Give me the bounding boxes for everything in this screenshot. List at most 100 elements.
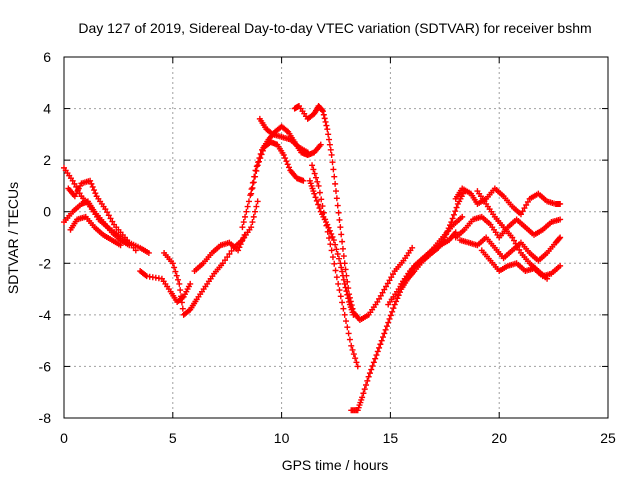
data-point <box>363 381 370 388</box>
data-point <box>452 208 459 215</box>
data-point <box>521 205 528 212</box>
data-point <box>336 216 343 223</box>
data-point <box>69 177 76 184</box>
data-point <box>340 305 347 312</box>
y-tick-label: 2 <box>43 152 51 168</box>
data-point <box>393 298 400 305</box>
data-point <box>284 161 291 168</box>
data-point <box>321 115 328 122</box>
data-point <box>331 173 338 180</box>
series-track-u <box>474 188 551 282</box>
data-point <box>339 272 346 279</box>
data-point <box>252 208 259 215</box>
data-point <box>352 355 359 362</box>
series-track-m <box>309 162 361 370</box>
data-point <box>177 287 184 294</box>
data-point <box>325 131 332 138</box>
data-point <box>328 151 335 158</box>
data-point <box>338 231 345 238</box>
data-point <box>328 230 335 237</box>
data-point <box>381 330 388 337</box>
data-point <box>236 244 243 251</box>
data-point <box>380 334 387 341</box>
data-point <box>343 318 350 325</box>
data-point <box>365 373 372 380</box>
data-point <box>237 241 244 248</box>
data-point <box>243 208 250 215</box>
data-point <box>354 363 361 370</box>
data-point <box>453 204 460 211</box>
data-point <box>333 195 340 202</box>
data-point <box>333 274 340 281</box>
data-point <box>329 254 336 261</box>
data-point <box>105 212 112 219</box>
data-point <box>326 141 333 148</box>
data-point <box>248 190 255 197</box>
data-point <box>312 174 319 181</box>
data-point <box>339 268 346 275</box>
data-point <box>377 341 384 348</box>
data-point <box>132 247 139 254</box>
data-point <box>383 323 390 330</box>
y-tick-label: -4 <box>39 307 52 323</box>
data-point <box>311 190 318 197</box>
data-point <box>524 198 531 205</box>
data-point <box>259 147 266 154</box>
data-point <box>187 280 194 287</box>
points-layer <box>61 102 564 414</box>
data-point <box>255 158 262 165</box>
series-track-l <box>306 177 357 318</box>
data-point <box>331 260 338 267</box>
data-point <box>316 189 323 196</box>
data-point <box>376 344 383 351</box>
data-point <box>107 215 114 222</box>
data-point <box>311 170 318 177</box>
data-point <box>323 122 330 129</box>
x-tick-labels: 0 5 10 15 20 25 <box>60 430 616 446</box>
data-point <box>337 293 344 300</box>
data-point <box>175 276 182 283</box>
data-point <box>332 267 339 274</box>
data-point <box>334 202 341 209</box>
data-point <box>330 237 337 244</box>
data-point <box>87 177 94 184</box>
data-point <box>71 180 78 187</box>
data-point <box>378 337 385 344</box>
x-tick-label: 15 <box>383 430 399 446</box>
data-point <box>92 190 99 197</box>
data-point <box>250 179 257 186</box>
data-point <box>452 229 459 236</box>
data-point <box>327 241 334 248</box>
data-point <box>329 233 336 240</box>
data-point <box>389 308 396 315</box>
series-track-n <box>348 188 468 414</box>
data-point <box>300 177 307 184</box>
series-track-b <box>61 198 133 249</box>
y-tick-label: 0 <box>43 204 51 220</box>
data-point <box>324 221 331 228</box>
data-point <box>319 108 326 115</box>
series-track-p <box>398 213 466 287</box>
data-point <box>395 292 402 299</box>
data-point <box>361 386 368 393</box>
data-point <box>339 238 346 245</box>
data-point <box>330 166 337 173</box>
data-point <box>382 326 389 333</box>
data-point <box>369 362 376 369</box>
data-point <box>252 173 259 180</box>
data-point <box>385 319 392 326</box>
data-point <box>449 215 456 222</box>
series-track-d <box>67 213 124 249</box>
data-point <box>339 245 346 252</box>
series-track-e <box>137 268 194 305</box>
data-point <box>239 224 246 231</box>
x-tick-label: 20 <box>491 430 507 446</box>
data-point <box>516 246 523 253</box>
data-point <box>386 315 393 322</box>
data-point <box>390 305 397 312</box>
data-point <box>285 164 292 171</box>
data-point <box>88 180 95 187</box>
data-point <box>349 346 356 353</box>
data-point <box>339 299 346 306</box>
